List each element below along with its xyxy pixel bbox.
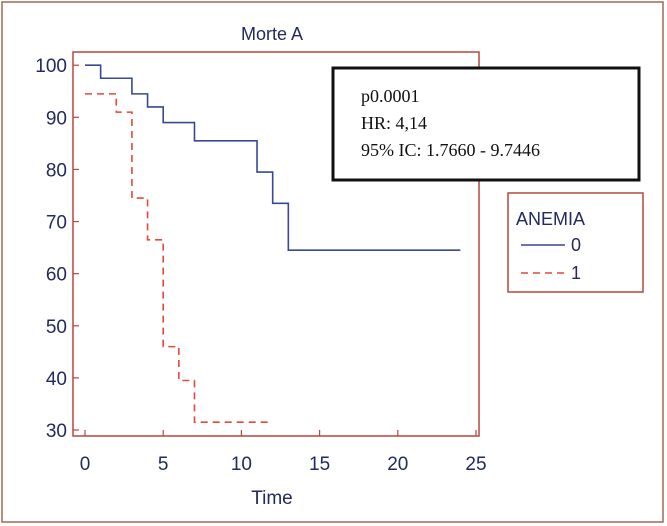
legend-frame xyxy=(507,192,644,293)
stats-hazard-ratio: HR: 4,14 xyxy=(361,113,427,133)
y-tick-label: 30 xyxy=(46,421,67,442)
y-tick-label: 40 xyxy=(46,369,67,390)
x-tick-label: 20 xyxy=(387,454,408,475)
y-axis: 30 40 50 60 70 80 90 100 xyxy=(35,56,79,442)
chart-title: Morte A xyxy=(241,24,303,44)
legend: ANEMIA 0 1 xyxy=(507,192,644,293)
plot-area xyxy=(72,51,480,437)
x-tick-label: 0 xyxy=(80,454,91,475)
legend-title: ANEMIA xyxy=(516,209,585,229)
stats-box: p0.0001 HR: 4,14 95% IC: 1.7660 - 9.7446 xyxy=(331,66,641,182)
x-axis: 0 5 10 15 20 25 xyxy=(80,430,487,475)
y-tick-label: 80 xyxy=(46,160,67,181)
x-tick-label: 10 xyxy=(231,454,252,475)
legend-label-0: 0 xyxy=(571,235,581,255)
stats-p-value: p0.0001 xyxy=(361,86,420,106)
y-tick-label: 100 xyxy=(35,56,67,77)
legend-label-1: 1 xyxy=(571,263,581,283)
stats-box-frame xyxy=(331,66,641,182)
x-tick-label: 25 xyxy=(465,454,486,475)
y-tick-label: 90 xyxy=(46,108,67,129)
x-axis-label: Time xyxy=(251,488,293,509)
series-layer xyxy=(85,64,461,423)
y-tick-label: 60 xyxy=(46,265,67,286)
series-0-line xyxy=(85,64,461,252)
stats-confidence-interval: 95% IC: 1.7660 - 9.7446 xyxy=(361,140,540,160)
x-tick-label: 15 xyxy=(309,454,330,475)
x-tick-label: 5 xyxy=(158,454,169,475)
y-tick-label: 70 xyxy=(46,213,67,234)
series-1-line xyxy=(85,93,273,423)
y-tick-label: 50 xyxy=(46,317,67,338)
